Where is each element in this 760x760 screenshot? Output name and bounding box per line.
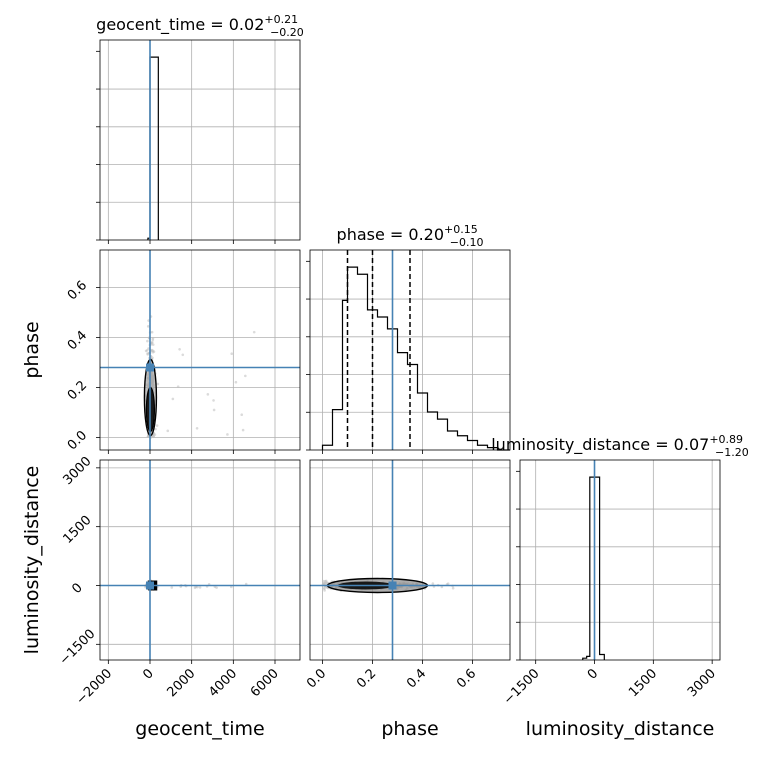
x-tick-label: 6000: [248, 666, 282, 700]
x-axis-title-geocent_time: geocent_time: [135, 718, 264, 740]
sample-point: [215, 586, 218, 589]
sample-point: [166, 429, 170, 433]
x-tick-label: 1500: [626, 666, 660, 700]
text-layer: geocent_time = 0.02+0.21 −0.20 phase = 0.2…: [21, 13, 749, 740]
truth-marker: [146, 581, 154, 590]
sample-point: [212, 399, 215, 402]
sample-point: [154, 427, 157, 431]
sample-point: [171, 397, 175, 401]
x-tick-label: 0.4: [404, 666, 429, 691]
panel-frame: [99, 459, 301, 661]
y-tick-label: −1500: [57, 627, 99, 669]
sample-point: [146, 339, 149, 343]
frame-layer: [96, 39, 721, 664]
grid-layer: [100, 40, 720, 660]
sample-point: [322, 586, 326, 590]
x-tick-label: 0.6: [454, 666, 479, 691]
panel-frame: [99, 249, 301, 451]
sample-point: [152, 435, 155, 438]
x-tick-label: 0.0: [304, 666, 329, 691]
x-axis-title-luminosity_distance: luminosity_distance: [526, 718, 715, 740]
x-tick-label: 0: [140, 666, 156, 682]
histogram-phase: [321, 266, 510, 451]
x-tick-label: 3000: [685, 666, 719, 700]
sample-point: [206, 393, 210, 396]
y-axis-title-luminosity_distance: luminosity_distance: [21, 466, 43, 655]
sample-point: [431, 582, 435, 585]
sample-point: [446, 582, 450, 585]
sample-point: [324, 579, 328, 583]
sample-point: [156, 382, 160, 386]
histogram-luminosity_distance: [582, 476, 605, 660]
truth-marker: [388, 581, 397, 590]
sample-point: [240, 413, 244, 416]
sample-point: [196, 585, 199, 589]
sample-point: [252, 330, 256, 334]
y-axis-title-phase: phase: [21, 321, 43, 378]
sample-point: [151, 356, 154, 360]
y-tick-label: 0.2: [65, 378, 90, 403]
data-layer: [100, 40, 605, 660]
y-tick-label: 1500: [61, 513, 95, 547]
title-luminosity_distance: luminosity_distance = 0.07+0.89 −1.20: [491, 433, 749, 459]
sample-point: [155, 424, 159, 427]
sample-point: [198, 586, 202, 589]
y-tick-label: 0.0: [65, 428, 90, 453]
sample-point: [170, 586, 174, 589]
title-phase: phase = 0.20+0.15 −0.10: [337, 223, 484, 249]
y-tick-label: 3000: [61, 454, 95, 488]
sample-point: [151, 343, 155, 346]
sample-point: [323, 581, 326, 585]
x-axis-title-phase: phase: [381, 718, 438, 740]
sample-point: [146, 325, 150, 328]
sample-point: [181, 353, 185, 357]
sample-point: [145, 348, 149, 352]
truth-marker: [146, 363, 154, 372]
panel-frame: [309, 249, 511, 451]
y-tick-label: 0.6: [65, 278, 90, 303]
panel-frame: [309, 459, 511, 661]
sample-point: [244, 374, 247, 378]
x-tick-label: −2000: [73, 666, 115, 708]
sample-point: [146, 352, 149, 355]
x-tick-label: 4000: [206, 666, 240, 700]
x-tick-label: −1500: [501, 666, 543, 708]
title-geocent_time: geocent_time = 0.02+0.21 −0.20: [96, 13, 304, 39]
sample-point: [195, 426, 199, 430]
y-tick-label: 0: [69, 580, 85, 596]
sample-point: [234, 380, 238, 384]
x-tick-label: 2000: [164, 666, 198, 700]
x-tick-label: 0.2: [354, 666, 379, 691]
x-tick-label: 0: [585, 666, 601, 682]
sample-point: [193, 586, 197, 590]
sample-point: [241, 428, 245, 432]
panel-frame: [99, 39, 301, 241]
panel-frame: [519, 459, 721, 661]
sample-point: [178, 347, 181, 351]
sample-point: [150, 330, 154, 334]
sample-point: [226, 433, 229, 436]
sample-point: [176, 385, 180, 388]
sample-point: [151, 336, 155, 340]
sample-point: [212, 408, 216, 412]
sample-point: [150, 340, 154, 344]
sample-point: [451, 586, 455, 590]
sample-point: [230, 352, 234, 355]
y-tick-label: 0.4: [65, 328, 90, 353]
